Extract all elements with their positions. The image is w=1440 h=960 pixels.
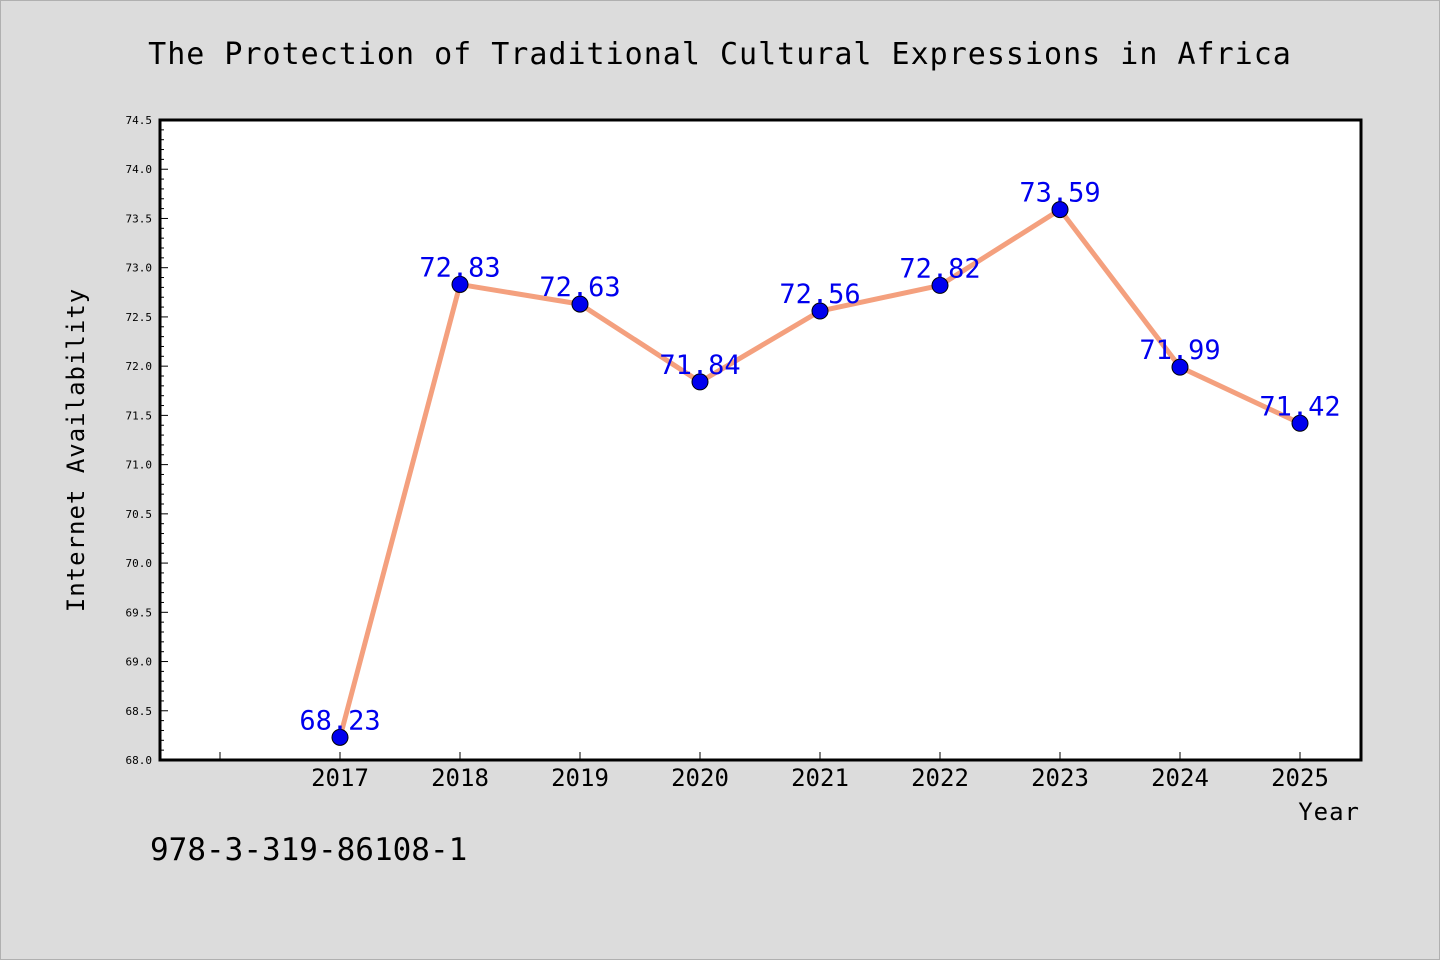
y-tick-label: 71.0 [126,459,153,472]
y-tick-label: 68.5 [126,705,153,718]
x-tick-label: 2023 [1031,764,1089,792]
data-point [331,728,349,746]
series-layer: 68.23 72.83 72.63 71.84 72.56 72.82 73.59 71.99… [299,178,1341,746]
x-tick-label: 2024 [1151,764,1209,792]
data-label: 73.59 [1019,178,1100,209]
y-tick-label: 69.5 [126,606,153,619]
x-tick-label: 2022 [911,764,969,792]
data-label: 71.99 [1139,335,1220,366]
data-point [1291,414,1309,432]
y-tick-label: 72.0 [126,360,153,373]
data-label: 71.42 [1259,391,1340,422]
data-label: 72.82 [899,253,980,284]
y-tick-label: 69.0 [126,656,153,669]
data-label: 71.84 [659,350,740,381]
x-tick-label: 2025 [1271,764,1329,792]
y-tick-label: 70.5 [126,508,153,521]
y-tick-label: 72.5 [126,311,153,324]
y-tick-label: 71.5 [126,409,153,422]
data-label: 72.63 [539,272,620,303]
data-point [931,276,949,294]
x-tick-label: 2018 [431,764,489,792]
x-axis: 2017 2018 2019 2020 2021 2022 2023 2024 2025 [219,752,1329,792]
data-point [1051,201,1069,219]
chart-title: The Protection of Traditional Cultural E… [148,37,1292,72]
y-tick-label: 70.0 [126,557,153,570]
y-tick-label: 68.0 [126,754,153,767]
data-point [811,302,829,320]
isbn-caption: 978-3-319-86108-1 [150,832,468,868]
y-tick-label: 73.0 [126,262,153,275]
plot-area [160,120,1361,760]
y-axis: 68.0 68.5 69.0 69.5 70.0 70.5 71.0 71.5 72.0 72.5… [126,114,168,767]
x-axis-label: Year [1298,798,1360,826]
x-tick-label: 2019 [551,764,609,792]
data-point [1171,358,1189,376]
data-point [451,275,469,293]
y-tick-label: 74.0 [126,163,153,176]
y-tick-label: 74.5 [126,114,153,127]
data-point [571,295,589,313]
data-label: 68.23 [299,705,380,736]
x-tick-label: 2017 [311,764,369,792]
data-point [691,373,709,391]
data-label: 72.83 [419,252,500,283]
plot-border [158,118,1363,762]
y-tick-label: 73.5 [126,212,153,225]
y-axis-label: Internet Availability [62,288,90,612]
data-label: 72.56 [779,279,860,310]
x-tick-label: 2020 [671,764,729,792]
x-tick-label: 2021 [791,764,849,792]
